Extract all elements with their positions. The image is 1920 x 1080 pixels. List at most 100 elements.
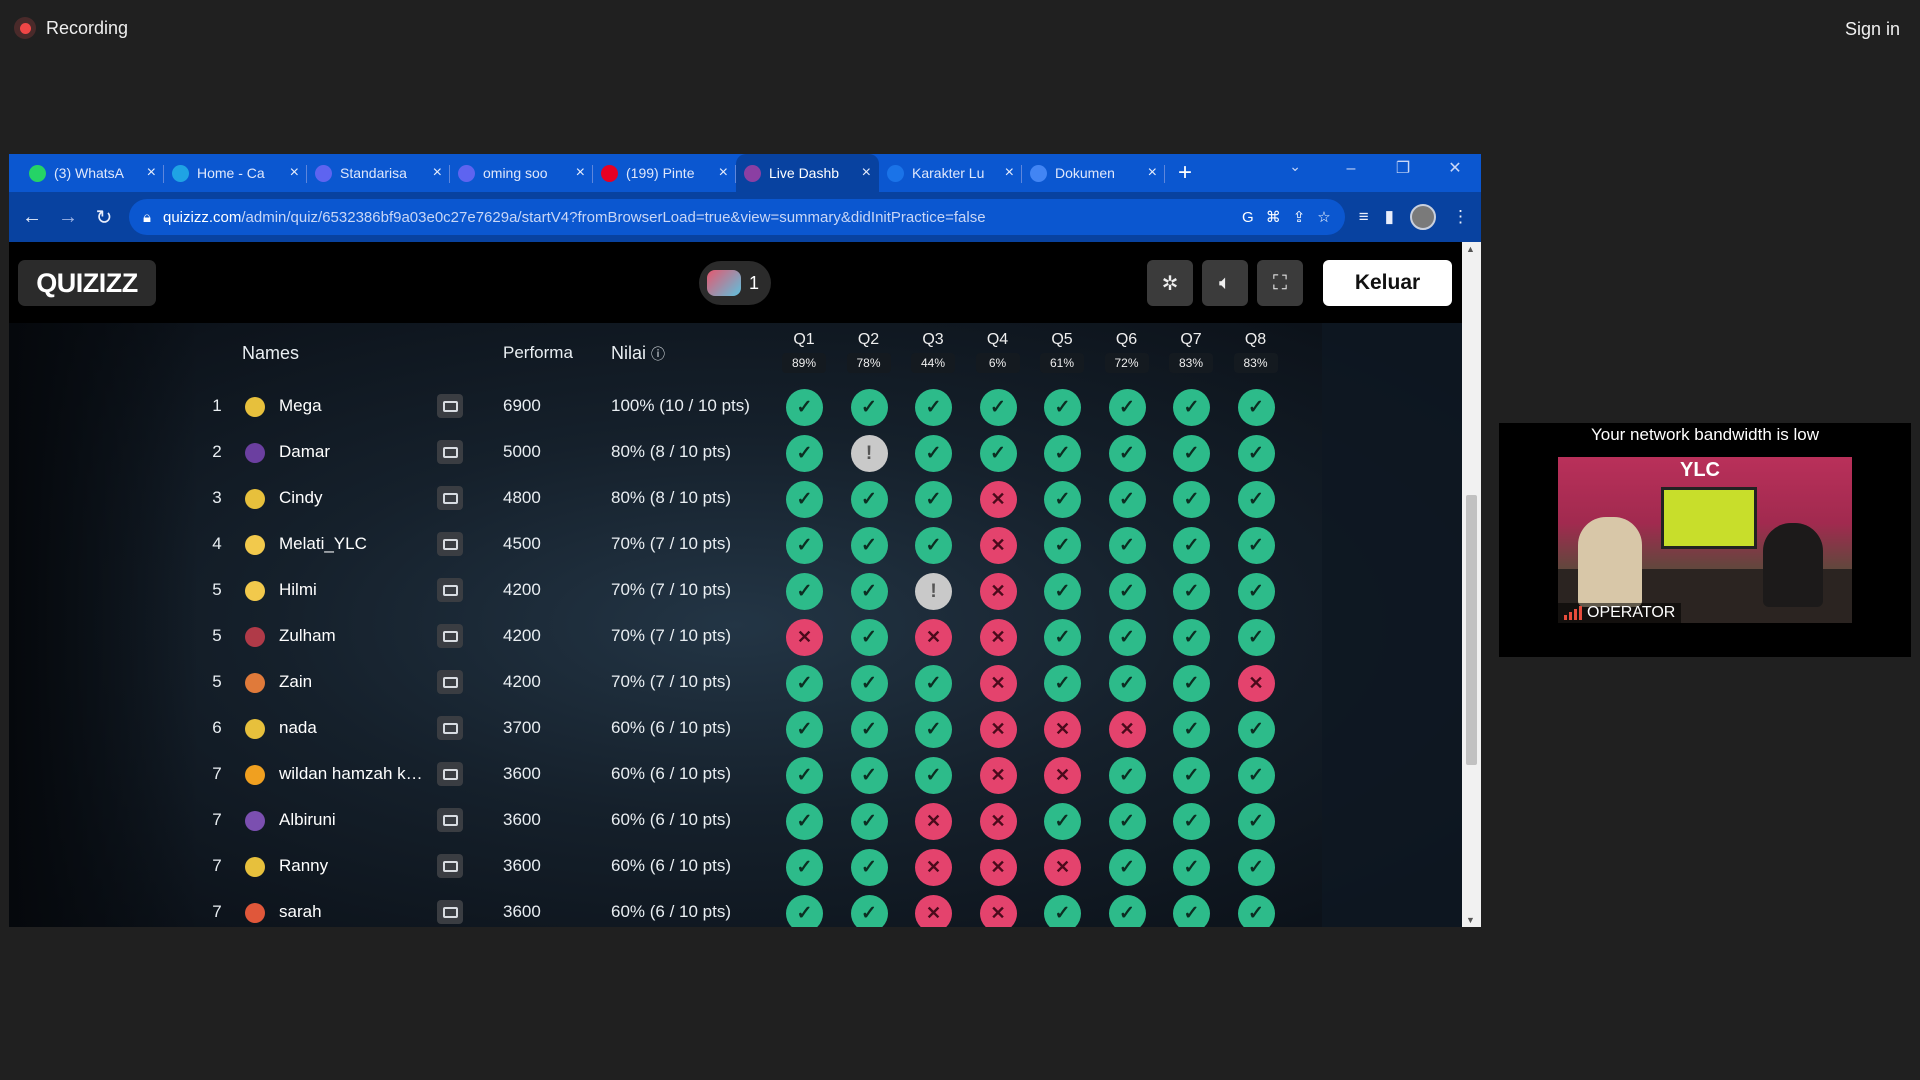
player-name[interactable]: Zain (279, 672, 313, 691)
email-button[interactable] (437, 900, 463, 924)
skipped-answer-icon[interactable]: ! (850, 435, 888, 472)
tab-search-icon[interactable]: ⌄ (1289, 158, 1301, 174)
email-button[interactable] (437, 394, 463, 418)
url-field[interactable]: 🔒︎ quizizz.com/admin/quiz/6532386bf9a03e… (129, 199, 1345, 235)
wrong-answer-icon[interactable]: ✕ (979, 481, 1017, 518)
sign-in-button[interactable]: Sign in (1844, 19, 1900, 39)
confetti-button[interactable]: ✲ (1147, 260, 1193, 306)
correct-answer-icon[interactable]: ✓ (786, 895, 823, 927)
player-name[interactable]: Melati_YLC (279, 534, 367, 553)
wrong-answer-icon[interactable]: ✕ (1108, 711, 1146, 748)
correct-answer-icon[interactable]: ✓ (915, 481, 952, 518)
email-button[interactable] (437, 808, 463, 832)
question-header[interactable]: Q8 83% (1233, 331, 1278, 373)
correct-answer-icon[interactable]: ✓ (1173, 619, 1210, 656)
correct-answer-icon[interactable]: ✓ (1108, 619, 1146, 656)
player-name[interactable]: Mega (279, 396, 322, 415)
close-tab-icon[interactable]: × (575, 164, 585, 181)
correct-answer-icon[interactable]: ✓ (850, 619, 888, 656)
close-window-icon[interactable]: ✕ (1448, 160, 1462, 177)
share-icon[interactable]: ⇪ (1292, 209, 1306, 226)
correct-answer-icon[interactable]: ✓ (915, 665, 952, 702)
correct-answer-icon[interactable]: ✓ (1108, 389, 1146, 426)
correct-answer-icon[interactable]: ✓ (1237, 435, 1275, 472)
correct-answer-icon[interactable]: ✓ (1237, 895, 1275, 927)
question-header[interactable]: Q3 44% (911, 331, 955, 373)
close-tab-icon[interactable]: × (432, 164, 442, 181)
player-name[interactable]: Hilmi (279, 580, 317, 599)
close-tab-icon[interactable]: × (289, 164, 299, 181)
correct-answer-icon[interactable]: ✓ (1173, 389, 1210, 426)
email-button[interactable] (437, 532, 463, 556)
player-name[interactable]: Cindy (279, 488, 323, 507)
correct-answer-icon[interactable]: ✓ (1173, 895, 1210, 927)
wrong-answer-icon[interactable]: ✕ (979, 711, 1017, 748)
correct-answer-icon[interactable]: ✓ (1173, 527, 1210, 564)
media-controls-icon[interactable]: ≡ (1358, 207, 1369, 226)
email-button[interactable] (437, 486, 463, 510)
correct-answer-icon[interactable]: ✓ (915, 757, 952, 794)
correct-answer-icon[interactable]: ✓ (915, 435, 952, 472)
wrong-answer-icon[interactable]: ✕ (915, 803, 952, 840)
wrong-answer-icon[interactable]: ✕ (979, 527, 1017, 564)
question-header[interactable]: Q6 72% (1104, 331, 1149, 373)
scroll-up-icon[interactable]: ▲ (1466, 244, 1475, 254)
correct-answer-icon[interactable]: ✓ (1044, 527, 1081, 564)
correct-answer-icon[interactable]: ✓ (1044, 665, 1081, 702)
correct-answer-icon[interactable]: ✓ (1237, 711, 1275, 748)
close-tab-icon[interactable]: × (1147, 164, 1157, 181)
email-button[interactable] (437, 716, 463, 740)
skipped-answer-icon[interactable]: ! (915, 573, 952, 610)
wrong-answer-icon[interactable]: ✕ (915, 619, 952, 656)
wrong-answer-icon[interactable]: ✕ (979, 803, 1017, 840)
correct-answer-icon[interactable]: ✓ (850, 527, 888, 564)
player-name[interactable]: Ranny (279, 856, 329, 875)
question-header[interactable]: Q5 61% (1040, 331, 1084, 373)
correct-answer-icon[interactable]: ✓ (915, 389, 952, 426)
correct-answer-icon[interactable]: ✓ (850, 711, 888, 748)
scroll-down-icon[interactable]: ▼ (1466, 915, 1475, 925)
participant-video[interactable]: YLC OPERATOR (1558, 457, 1852, 623)
correct-answer-icon[interactable]: ✓ (1044, 389, 1081, 426)
correct-answer-icon[interactable]: ✓ (1044, 803, 1081, 840)
wrong-answer-icon[interactable]: ✕ (915, 895, 952, 927)
wrong-answer-icon[interactable]: ✕ (979, 895, 1017, 927)
correct-answer-icon[interactable]: ✓ (1237, 849, 1275, 886)
question-header[interactable]: Q1 89% (782, 331, 826, 373)
correct-answer-icon[interactable]: ✓ (1237, 527, 1275, 564)
browser-tab[interactable]: oming soo × (450, 154, 593, 192)
wrong-answer-icon[interactable]: ✕ (1237, 665, 1275, 702)
correct-answer-icon[interactable]: ✓ (1108, 757, 1146, 794)
correct-answer-icon[interactable]: ✓ (786, 665, 823, 702)
back-icon[interactable]: ← (22, 205, 42, 228)
correct-answer-icon[interactable]: ✓ (786, 711, 823, 748)
correct-answer-icon[interactable]: ✓ (1173, 665, 1210, 702)
email-button[interactable] (437, 670, 463, 694)
sound-button[interactable]: 🔈︎ (1202, 260, 1248, 306)
correct-answer-icon[interactable]: ✓ (1237, 803, 1275, 840)
browser-tab[interactable]: (3) WhatsA × (21, 154, 164, 192)
correct-answer-icon[interactable]: ✓ (1237, 757, 1275, 794)
exit-button[interactable]: Keluar (1323, 260, 1452, 306)
correct-answer-icon[interactable]: ✓ (1173, 481, 1210, 518)
correct-answer-icon[interactable]: ✓ (786, 481, 823, 518)
restore-icon[interactable]: ❐ (1395, 160, 1411, 177)
close-tab-icon[interactable]: × (861, 164, 871, 181)
correct-answer-icon[interactable]: ✓ (1108, 435, 1146, 472)
player-name[interactable]: Zulham (279, 626, 336, 645)
correct-answer-icon[interactable]: ✓ (786, 527, 823, 564)
correct-answer-icon[interactable]: ✓ (786, 757, 823, 794)
correct-answer-icon[interactable]: ✓ (1173, 711, 1210, 748)
browser-tab[interactable]: Standarisa × (307, 154, 450, 192)
email-button[interactable] (437, 440, 463, 464)
correct-answer-icon[interactable]: ✓ (1173, 849, 1210, 886)
correct-answer-icon[interactable]: ✓ (786, 573, 823, 610)
correct-answer-icon[interactable]: ✓ (1044, 573, 1081, 610)
correct-answer-icon[interactable]: ✓ (979, 389, 1017, 426)
correct-answer-icon[interactable]: ✓ (850, 803, 888, 840)
close-tab-icon[interactable]: × (718, 164, 728, 181)
